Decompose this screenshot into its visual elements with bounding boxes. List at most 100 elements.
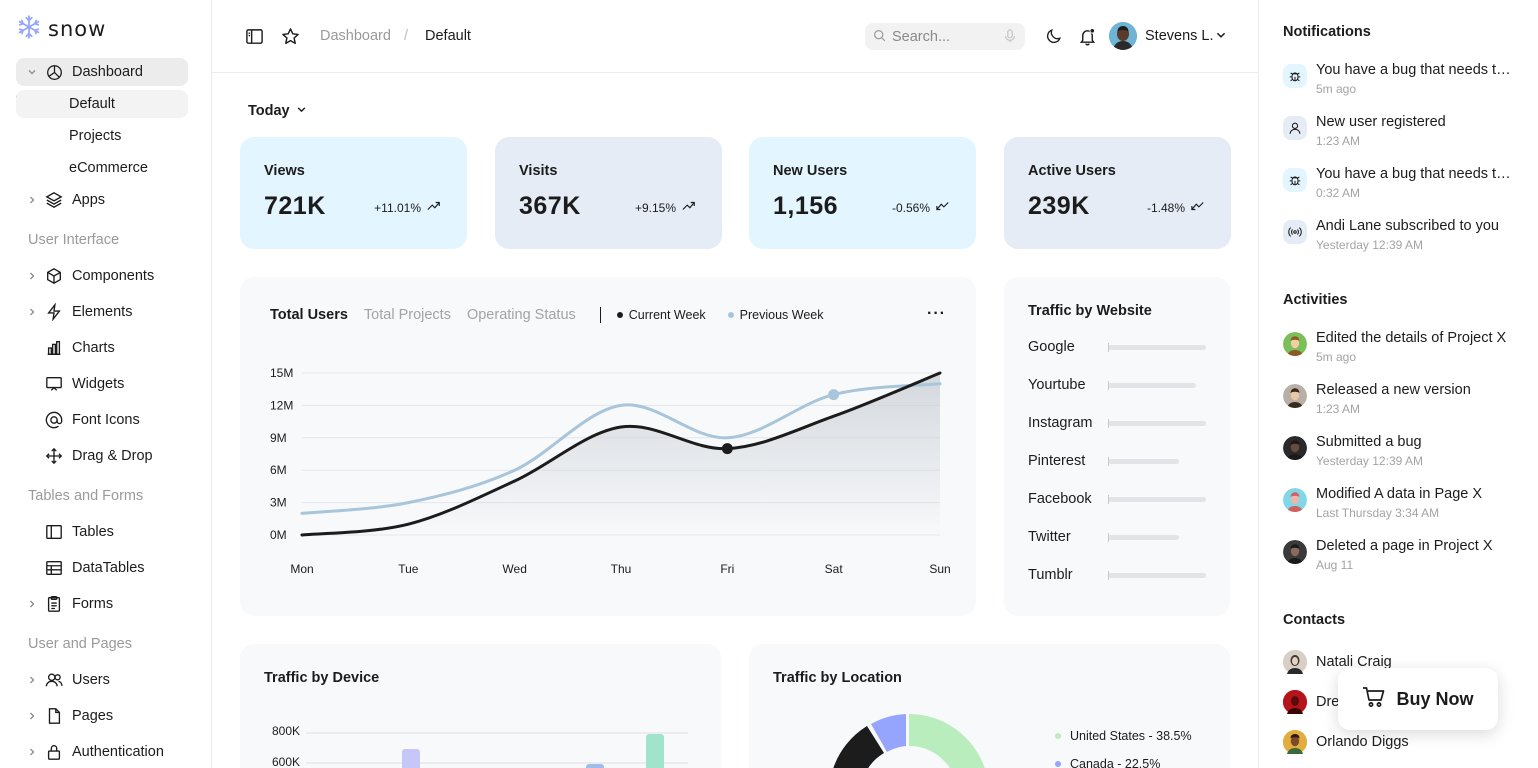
notification-item[interactable]: You have a bug that needs to be fixed. 0:… — [1283, 166, 1538, 206]
period-dropdown[interactable]: Today — [248, 103, 307, 119]
sidebar-item-font-icons[interactable]: Font Icons — [16, 406, 188, 434]
notification-item[interactable]: New user registered 1:23 AM — [1283, 114, 1538, 154]
legend-dot — [1055, 733, 1061, 739]
activity-text: Deleted a page in Project X — [1316, 538, 1493, 554]
legend-label: Current Week — [628, 308, 706, 322]
chevron-right-icon — [24, 747, 40, 757]
trend-down-icon — [1191, 200, 1205, 215]
x-tick-label: Thu — [611, 562, 632, 576]
stat-delta-value: -1.48% — [1146, 200, 1185, 215]
user-name[interactable]: Stevens L. — [1145, 28, 1214, 44]
stat-card-visits: Visits 367K +9.15% — [495, 137, 722, 249]
sidebar-item-charts[interactable]: Charts — [16, 334, 188, 362]
stat-card-views: Views 721K +11.01% — [240, 137, 467, 249]
traffic-bar — [1108, 343, 1206, 352]
activity-item[interactable]: Modified A data in Page X Last Thursday 3… — [1283, 486, 1538, 526]
sidebar-item-users[interactable]: Users — [16, 666, 188, 694]
activity-text: Modified A data in Page X — [1316, 486, 1483, 502]
traffic-source-label: Twitter — [1028, 529, 1071, 545]
activity-item[interactable]: Edited the details of Project X 5m ago — [1283, 330, 1538, 370]
bar — [586, 764, 604, 768]
x-tick-label: Fri — [720, 562, 734, 576]
sidebar-item-dashboard[interactable]: Dashboard — [16, 58, 188, 86]
data-point[interactable] — [828, 389, 840, 401]
search-input[interactable] — [892, 28, 992, 45]
traffic-row: Tumblr — [1028, 565, 1208, 585]
notification-text: New user registered — [1316, 114, 1446, 130]
sidebar-item-elements[interactable]: Elements — [16, 298, 188, 326]
avatar — [1283, 730, 1307, 754]
tab-operating-status[interactable]: Operating Status — [466, 307, 576, 323]
snowflake-icon — [16, 14, 42, 43]
avatar — [1283, 650, 1307, 674]
sidebar-item-forms[interactable]: Forms — [16, 590, 188, 618]
star-icon[interactable] — [280, 26, 300, 46]
search-box[interactable] — [865, 23, 1025, 50]
sidebar-item-components[interactable]: Components — [16, 262, 188, 290]
clipboard-icon — [44, 595, 64, 613]
activity-item[interactable]: Submitted a bug Yesterday 12:39 AM — [1283, 434, 1538, 474]
bell-icon[interactable] — [1077, 26, 1097, 46]
stat-label: New Users — [773, 163, 848, 179]
more-options-icon[interactable]: ··· — [927, 305, 946, 322]
legend-dot — [727, 312, 734, 318]
sidebar-sub-default[interactable]: Default — [16, 90, 188, 118]
activity-text: Released a new version — [1316, 382, 1471, 398]
x-tick-label: Sun — [929, 562, 950, 576]
activity-item[interactable]: Deleted a page in Project X Aug 11 — [1283, 538, 1538, 578]
chevron-right-icon — [24, 195, 40, 205]
contact-item[interactable]: Orlando Diggs — [1283, 730, 1409, 754]
sidebar-sub-projects[interactable]: Projects — [69, 128, 122, 144]
sidebar-item-tables[interactable]: Tables — [16, 518, 188, 546]
tab-total-projects[interactable]: Total Projects — [363, 307, 451, 323]
chevron-down-icon — [296, 103, 307, 119]
data-point[interactable] — [721, 443, 733, 455]
legend-united-states: United States - 38.5% — [1055, 729, 1192, 743]
traffic-row: Pinterest — [1028, 451, 1208, 471]
avatar — [1283, 332, 1307, 356]
y-tick-label: 9M — [270, 431, 287, 445]
breadcrumb-parent[interactable]: Dashboard — [320, 28, 391, 44]
search-icon — [873, 29, 886, 45]
traffic-source-label: Yourtube — [1028, 377, 1086, 393]
datatable-icon — [44, 559, 64, 577]
traffic-location-card: Traffic by Location United States - 38.5… — [749, 644, 1230, 768]
traffic-device-bar-chart: 800K 600K — [272, 724, 688, 768]
series-line-current-week — [300, 371, 942, 537]
activity-text: Submitted a bug — [1316, 434, 1422, 450]
traffic-source-label: Instagram — [1028, 415, 1093, 431]
y-tick-label: 600K — [272, 755, 300, 768]
divider — [599, 307, 601, 323]
chevron-right-icon — [24, 307, 40, 317]
sidebar-toggle-icon[interactable] — [244, 26, 264, 46]
sidebar-item-label: DataTables — [72, 560, 145, 576]
brand-logo[interactable]: snow — [16, 14, 106, 43]
contact-name: Orlando Diggs — [1316, 734, 1409, 750]
buy-now-button[interactable]: Buy Now — [1338, 668, 1498, 730]
sidebar-item-authentication[interactable]: Authentication — [16, 738, 188, 766]
microphone-icon[interactable] — [1004, 29, 1016, 46]
activity-item[interactable]: Released a new version 1:23 AM — [1283, 382, 1538, 422]
sidebar-sub-ecommerce[interactable]: eCommerce — [69, 160, 148, 176]
breadcrumb-separator: / — [404, 28, 409, 44]
sidebar-item-apps[interactable]: Apps — [16, 186, 188, 214]
topbar: Dashboard / Default Stevens L. — [212, 0, 1258, 73]
avatar — [1283, 690, 1307, 714]
sidebar-item-datatables[interactable]: DataTables — [16, 554, 188, 582]
sidebar-item-widgets[interactable]: Widgets — [16, 370, 188, 398]
sidebar-item-drag-drop[interactable]: Drag & Drop — [16, 442, 188, 470]
notification-item[interactable]: Andi Lane subscribed to you Yesterday 12:… — [1283, 218, 1538, 258]
contact-item[interactable]: Natali Craig — [1283, 650, 1392, 674]
sidebar-item-pages[interactable]: Pages — [16, 702, 188, 730]
notification-item[interactable]: You have a bug that needs to be fixed. 5m… — [1283, 62, 1538, 102]
stat-delta: +9.15% — [635, 200, 696, 215]
traffic-bar — [1108, 381, 1196, 390]
stat-card-new-users: New Users 1,156 -0.56% — [749, 137, 976, 249]
bar — [646, 734, 664, 768]
card-title: Traffic by Location — [773, 670, 902, 686]
chevron-down-icon[interactable] — [1215, 28, 1227, 44]
traffic-bar — [1108, 457, 1179, 466]
moon-icon[interactable] — [1044, 26, 1064, 46]
avatar[interactable] — [1109, 22, 1137, 50]
tab-total-users[interactable]: Total Users — [270, 307, 348, 323]
